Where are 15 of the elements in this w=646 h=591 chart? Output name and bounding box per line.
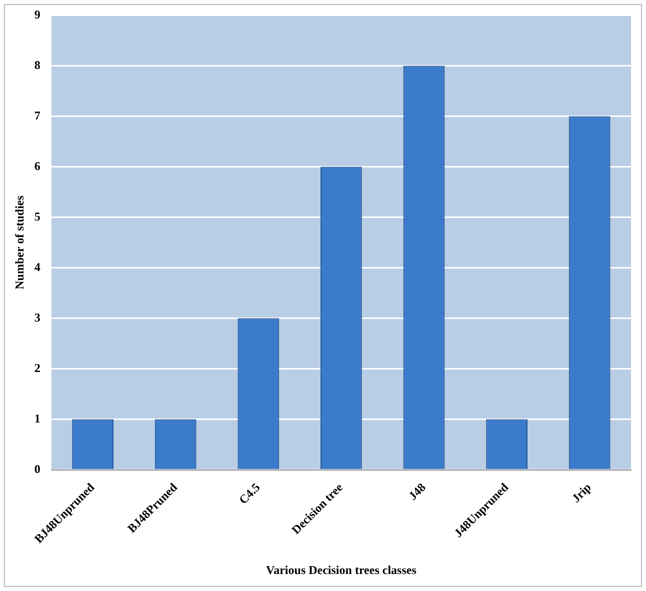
y-tick-label: 3 [34,310,40,324]
y-tick-label: 6 [34,158,40,173]
y-tick-label: 5 [34,209,40,224]
y-tick-label: 4 [34,260,40,274]
x-tick-label: Jrip [568,480,594,506]
y-tick-label: 8 [34,58,40,72]
y-tick-label: 7 [34,108,40,122]
x-axis-title: Various Decision trees classes [266,562,417,577]
y-axis-title: Number of studies [12,195,26,290]
y-tick-label: 1 [34,411,40,426]
x-tick-label: J48 [406,480,428,503]
y-tick-label: 9 [34,7,40,22]
x-tick-label: C4.5 [236,480,263,507]
y-tick-label: 2 [34,360,40,375]
y-tick-label: 0 [34,462,40,476]
